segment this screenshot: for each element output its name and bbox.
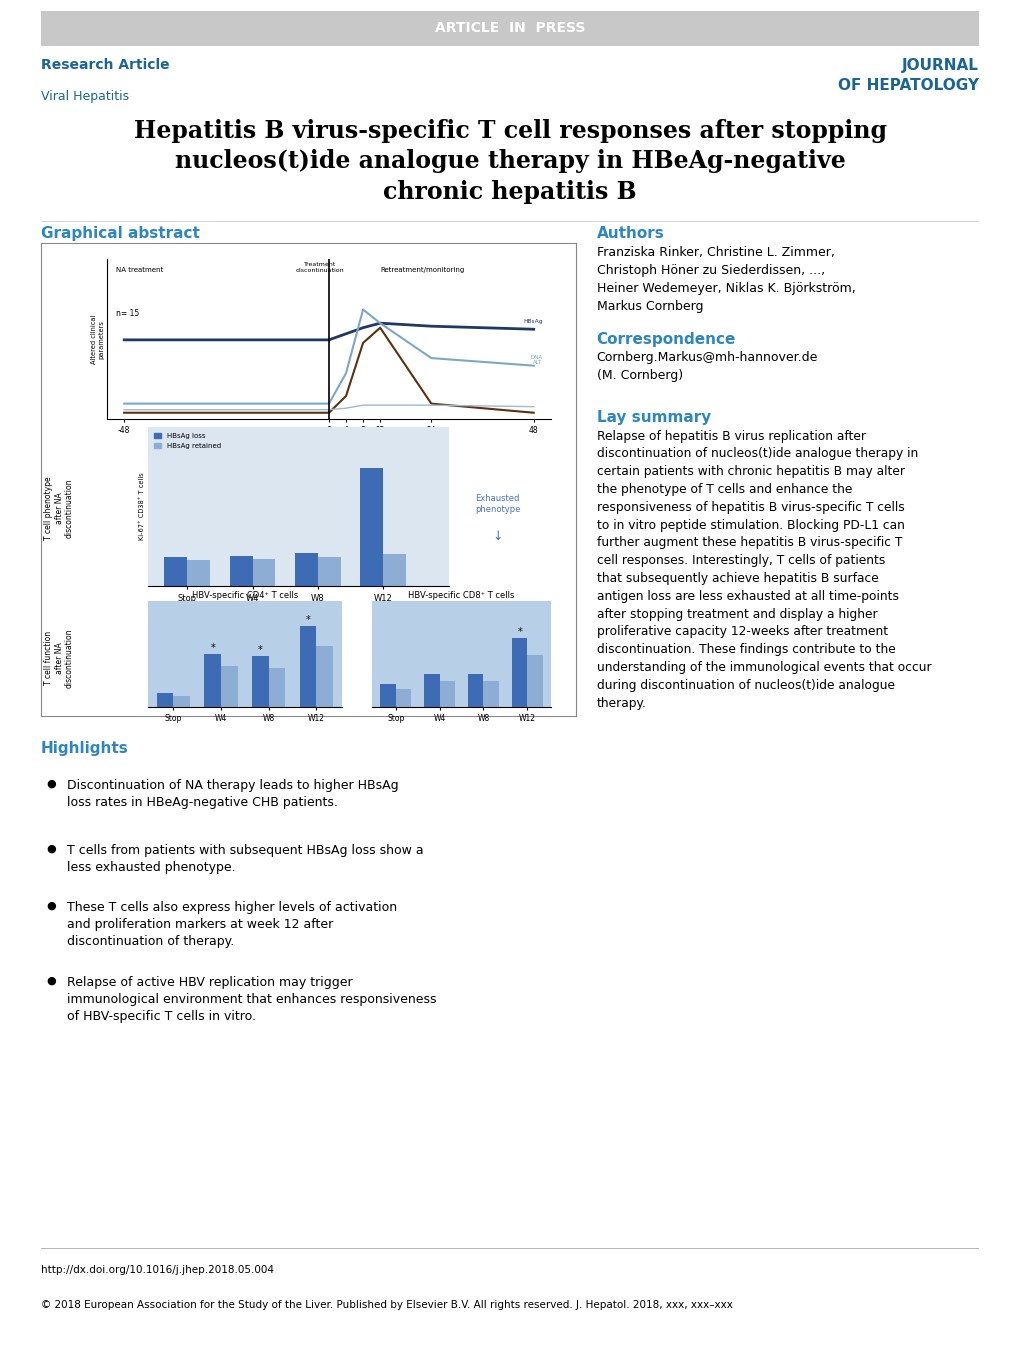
Text: Cornberg.Markus@mh-hannover.de
(M. Cornberg): Cornberg.Markus@mh-hannover.de (M. Cornb… (596, 351, 817, 382)
Bar (512, 639, 527, 707)
Text: T cell function
after NA
discontinuation: T cell function after NA discontinuation (44, 628, 74, 688)
Bar (253, 559, 275, 586)
Bar (229, 555, 253, 586)
Bar (221, 666, 237, 707)
Text: Correspondence: Correspondence (596, 331, 736, 347)
Legend: HBsAg loss, HBsAg retained: HBsAg loss, HBsAg retained (151, 431, 223, 451)
Text: Lay summary: Lay summary (596, 409, 710, 426)
Bar (173, 696, 190, 707)
Text: Relapse of hepatitis B virus replication after
discontinuation of nucleos(t)ide : Relapse of hepatitis B virus replication… (596, 430, 930, 709)
Bar (424, 674, 439, 707)
Text: Discontinuation of NA therapy leads to higher HBsAg
loss rates in HBeAg-negative: Discontinuation of NA therapy leads to h… (67, 778, 398, 809)
Text: Treatment
discontinuation: Treatment discontinuation (296, 262, 344, 273)
Text: Franziska Rinker, Christine L. Zimmer,
Christoph Höner zu Siederdissen, ...,
Hei: Franziska Rinker, Christine L. Zimmer, C… (596, 246, 855, 313)
Bar (395, 689, 411, 707)
Bar (527, 655, 542, 707)
Bar (360, 469, 383, 586)
Text: ↓: ↓ (492, 530, 502, 543)
Text: DNA
ALT: DNA ALT (530, 355, 542, 365)
Y-axis label: Ki-67⁺ CD38⁺ T cells: Ki-67⁺ CD38⁺ T cells (139, 473, 145, 540)
Text: JOURNAL
OF HEPATOLOGY: JOURNAL OF HEPATOLOGY (838, 58, 978, 92)
Bar (157, 693, 173, 707)
Text: HBsAg: HBsAg (523, 319, 542, 324)
Title: HBV-specific CD4⁺ T cells: HBV-specific CD4⁺ T cells (192, 592, 298, 600)
Bar (380, 684, 395, 707)
Text: These T cells also express higher levels of activation
and proliferation markers: These T cells also express higher levels… (67, 901, 397, 947)
Text: Viral Hepatitis: Viral Hepatitis (41, 91, 128, 103)
Text: *: * (258, 646, 263, 655)
Bar (439, 681, 454, 707)
Y-axis label: Altered clinical
parameters: Altered clinical parameters (92, 315, 104, 363)
Text: Highlights: Highlights (41, 740, 128, 757)
Text: Graphical abstract: Graphical abstract (41, 226, 200, 242)
Text: T cells from patients with subsequent HBsAg loss show a
less exhausted phenotype: T cells from patients with subsequent HB… (67, 843, 424, 874)
Text: *: * (306, 615, 310, 626)
Bar (164, 557, 186, 586)
Text: Retreatment/monitoring: Retreatment/monitoring (380, 266, 465, 273)
Bar (483, 681, 498, 707)
Text: NA treatment: NA treatment (115, 266, 163, 273)
Text: T cell phenotype
after NA
discontinuation: T cell phenotype after NA discontinuatio… (44, 476, 74, 540)
Title: HBV-specific CD8⁺ T cells: HBV-specific CD8⁺ T cells (408, 592, 515, 600)
Text: http://dx.doi.org/10.1016/j.jhep.2018.05.004: http://dx.doi.org/10.1016/j.jhep.2018.05… (41, 1265, 273, 1275)
Text: *: * (210, 643, 215, 654)
Bar (316, 646, 332, 707)
Text: Research Article: Research Article (41, 58, 169, 72)
Text: ●: ● (46, 778, 56, 789)
Text: ●: ● (46, 901, 56, 911)
Text: ●: ● (46, 975, 56, 986)
Text: Hepatitis B virus-specific T cell responses after stopping
nucleos(t)ide analogu: Hepatitis B virus-specific T cell respon… (133, 119, 886, 204)
Text: Exhausted
phenotype: Exhausted phenotype (475, 494, 520, 513)
Text: © 2018 European Association for the Study of the Liver. Published by Elsevier B.: © 2018 European Association for the Stud… (41, 1300, 732, 1310)
Text: Authors: Authors (596, 226, 663, 242)
Text: n= 15: n= 15 (115, 308, 139, 317)
Bar (294, 554, 318, 586)
Bar (268, 669, 285, 707)
Bar (186, 561, 210, 586)
Bar (204, 654, 221, 707)
Bar (300, 627, 316, 707)
Text: Relapse of active HBV replication may trigger
immunological environment that enh: Relapse of active HBV replication may tr… (67, 975, 436, 1023)
Text: ●: ● (46, 843, 56, 854)
Text: ARTICLE  IN  PRESS: ARTICLE IN PRESS (434, 22, 585, 35)
Bar (468, 674, 483, 707)
Bar (318, 557, 340, 586)
Text: *: * (517, 627, 522, 638)
Bar (252, 657, 268, 707)
Bar (383, 554, 406, 586)
X-axis label: weeks: weeks (317, 436, 340, 446)
